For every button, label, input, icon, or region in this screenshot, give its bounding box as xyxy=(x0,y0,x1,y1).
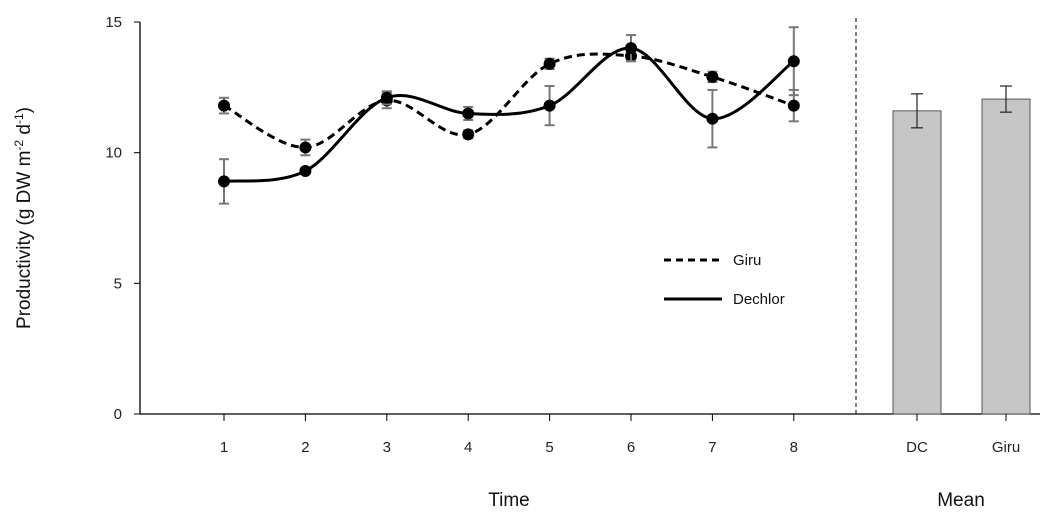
data-point-giru xyxy=(462,128,475,141)
x-tick-label: 8 xyxy=(790,439,798,456)
data-point-dechlor xyxy=(218,175,230,188)
data-point-dechlor xyxy=(299,164,312,177)
x-axis-title-mean: Mean xyxy=(937,490,985,511)
y-tick-label: 5 xyxy=(114,275,122,292)
x-tick-label: 6 xyxy=(627,439,635,456)
mean-bar-giru xyxy=(981,98,1031,415)
data-point-dechlor xyxy=(543,99,556,112)
data-point-giru xyxy=(543,57,556,70)
data-point-dechlor xyxy=(706,112,719,125)
data-point-dechlor xyxy=(462,107,475,120)
data-point-giru xyxy=(706,70,719,83)
mean-bars-layer: DC Giru xyxy=(892,85,1031,456)
axes-group: 0 5 10 15 1 2 3 4 5 6 7 8 xyxy=(105,14,1040,456)
x-axis-title-time: Time xyxy=(488,490,530,511)
y-tick-label: 10 xyxy=(105,145,122,162)
data-point-dechlor xyxy=(787,55,800,68)
data-point-giru xyxy=(218,99,230,112)
y-axis-title: Productivity (g DW m-2 d-1) xyxy=(12,107,35,329)
x-tick-label: 2 xyxy=(301,439,309,456)
series-dechlor xyxy=(218,26,800,205)
mean-x-tick-label: DC xyxy=(906,439,928,456)
data-point-dechlor xyxy=(380,91,393,104)
x-tick-label: 3 xyxy=(383,439,391,456)
legend-label-giru: Giru xyxy=(733,252,761,269)
x-tick-label: 4 xyxy=(464,439,472,456)
mean-bar-dc xyxy=(892,110,942,415)
data-point-dechlor xyxy=(625,42,637,55)
data-point-giru xyxy=(787,99,800,112)
series-layer xyxy=(218,26,800,205)
mean-x-tick-label: Giru xyxy=(992,439,1020,456)
x-tick-label: 1 xyxy=(220,439,228,456)
legend-label-dechlor: Dechlor xyxy=(733,291,785,308)
y-tick-label: 15 xyxy=(105,14,122,31)
legend: Giru Dechlor xyxy=(664,252,785,308)
series-line-giru xyxy=(223,52,795,149)
data-point-giru xyxy=(299,141,312,154)
x-tick-label: 5 xyxy=(545,439,553,456)
x-tick-label: 7 xyxy=(708,439,716,456)
y-tick-label: 0 xyxy=(114,406,122,423)
